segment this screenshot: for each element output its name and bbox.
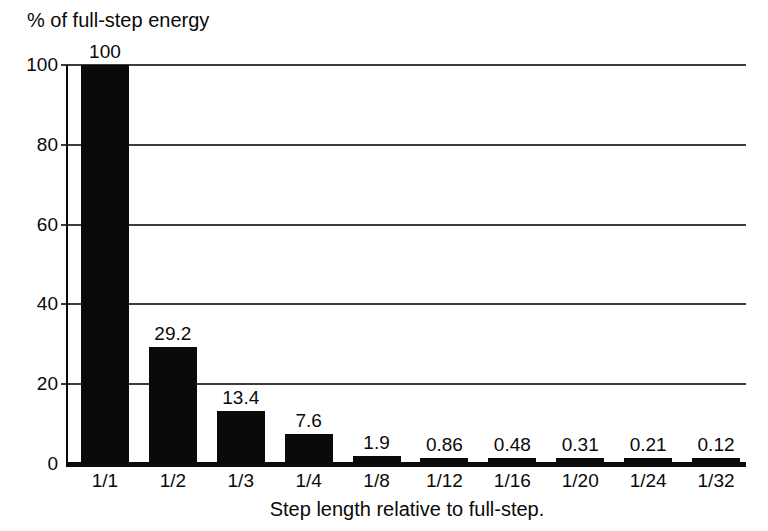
y-gridline-60	[61, 224, 746, 226]
x-tick-label-1/8: 1/8	[342, 470, 412, 492]
x-tick-label-1/3: 1/3	[206, 470, 276, 492]
bar-value-label-1/2: 29.2	[128, 323, 218, 345]
x-tick-label-1/24: 1/24	[613, 470, 683, 492]
bar-1/2	[149, 347, 197, 464]
bar-1/16	[488, 458, 536, 464]
bar-1/20	[556, 458, 604, 464]
x-tick-label-1/20: 1/20	[545, 470, 615, 492]
x-tick-label-1/1: 1/1	[70, 470, 140, 492]
bar-1/24	[624, 458, 672, 464]
bar-value-label-1/32: 0.12	[671, 434, 761, 456]
bar-1/1	[81, 65, 129, 464]
y-gridline-100	[61, 64, 746, 66]
bar-1/12	[420, 458, 468, 464]
x-tick-label-1/16: 1/16	[477, 470, 547, 492]
energy-bar-chart-figure: % of full-step energy 0204060801001001/1…	[0, 0, 768, 531]
x-tick-label-1/32: 1/32	[681, 470, 751, 492]
y-axis-line	[66, 65, 68, 466]
bar-value-label-1/3: 13.4	[196, 387, 286, 409]
y-tick-label-40: 40	[14, 293, 58, 315]
x-axis-title: Step length relative to full-step.	[107, 497, 707, 521]
bar-1/8	[353, 456, 401, 464]
x-tick-label-1/4: 1/4	[274, 470, 344, 492]
bar-1/3	[217, 411, 265, 464]
plot-area: 0204060801001001/129.21/213.41/37.61/41.…	[0, 0, 768, 531]
y-tick-label-60: 60	[14, 214, 58, 236]
x-tick-label-1/12: 1/12	[409, 470, 479, 492]
bar-value-label-1/1: 100	[60, 41, 150, 63]
bar-value-label-1/4: 7.6	[264, 410, 354, 432]
y-tick-label-0: 0	[14, 453, 58, 475]
bar-1/4	[285, 434, 333, 464]
bar-1/32	[692, 458, 740, 464]
y-tick-label-20: 20	[14, 373, 58, 395]
y-tick-label-80: 80	[14, 134, 58, 156]
y-gridline-40	[61, 303, 746, 305]
x-tick-label-1/2: 1/2	[138, 470, 208, 492]
y-tick-label-100: 100	[14, 54, 58, 76]
y-gridline-80	[61, 144, 746, 146]
